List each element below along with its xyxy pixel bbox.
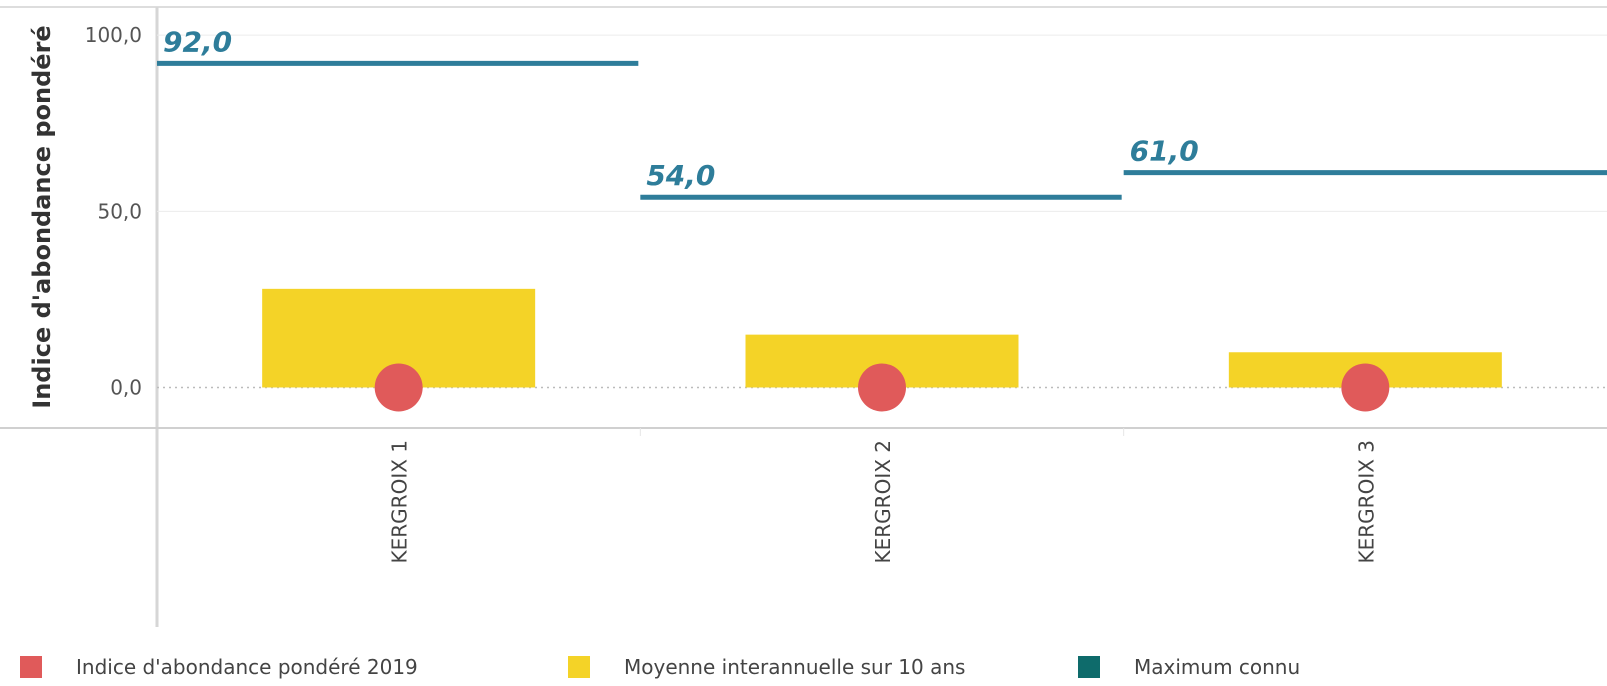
bars-moyenne <box>262 288 1502 388</box>
y-tick-labels: 0,0 50,0 100,0 <box>85 23 142 399</box>
data-label-maximum: 54,0 <box>646 159 715 192</box>
y-tick-label: 100,0 <box>85 23 142 47</box>
legend-item-indice-2019[interactable]: Indice d'abondance pondéré 2019 <box>20 655 568 679</box>
point-indice-2019 <box>374 363 423 412</box>
chart: Indice d'abondance pondéré 0,050,0100,0 … <box>0 6 1607 627</box>
x-category-label: KERGROIX 1 <box>388 440 412 563</box>
x-category-label: KERGROIX 3 <box>1354 440 1378 563</box>
y-axis-title: Indice d'abondance pondéré <box>28 25 56 408</box>
y-tick-label: 0,0 <box>110 375 142 399</box>
y-tick-label: 50,0 <box>97 199 142 223</box>
legend-item-maximum[interactable]: Maximum connu <box>1078 655 1300 679</box>
legend-swatch-red <box>20 656 42 678</box>
legend: Indice d'abondance pondéré 2019 Moyenne … <box>20 652 1300 682</box>
legend-label: Indice d'abondance pondéré 2019 <box>76 655 418 679</box>
points-indice-2019 <box>374 363 1390 412</box>
lines-maximum-connu: 92,0 54,0 61,0 <box>157 25 1607 200</box>
x-category-label: KERGROIX 2 <box>871 440 895 563</box>
legend-swatch-yellow <box>568 656 590 678</box>
data-label-maximum: 92,0 <box>163 25 232 58</box>
legend-item-moyenne[interactable]: Moyenne interannuelle sur 10 ans <box>568 655 1078 679</box>
point-indice-2019 <box>858 363 906 412</box>
legend-swatch-teal <box>1078 656 1100 678</box>
legend-label: Moyenne interannuelle sur 10 ans <box>624 655 966 679</box>
x-category-labels: KERGROIX 1 KERGROIX 2 KERGROIX 3 <box>388 440 1379 563</box>
legend-label: Maximum connu <box>1134 655 1301 679</box>
point-indice-2019 <box>1341 363 1390 412</box>
data-label-maximum: 61,0 <box>1130 135 1199 168</box>
